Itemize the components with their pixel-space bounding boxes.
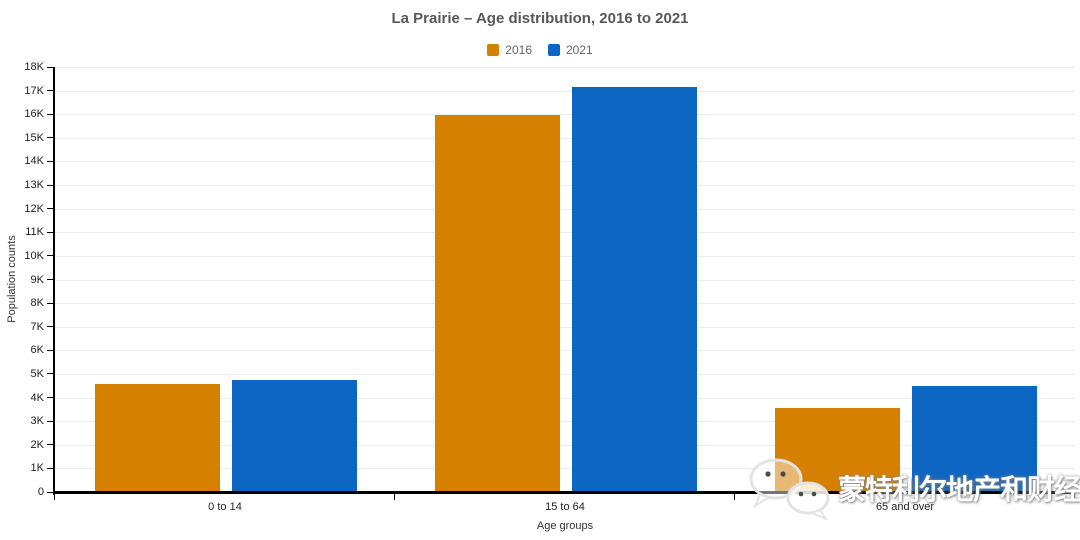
bar-2016-15-to-64[interactable] [435, 114, 560, 492]
y-tick-label-12K: 12K [24, 202, 44, 215]
y-axis-tick-10K [47, 255, 53, 257]
gridline-10000 [55, 255, 1075, 257]
x-axis-line [55, 491, 1075, 494]
bar-2021-65-and-over[interactable] [912, 385, 1037, 492]
gridline-4000 [55, 397, 1075, 399]
bar-2016-0-to-14[interactable] [95, 384, 220, 492]
y-tick-label-11K: 11K [25, 226, 44, 239]
y-axis-tick-12K [47, 208, 53, 210]
gridline-8000 [55, 303, 1075, 305]
legend: 2016 2021 [0, 43, 1080, 57]
y-tick-label-15K: 15K [24, 131, 44, 144]
gridline-16000 [55, 114, 1075, 116]
bar-2021-0-to-14[interactable] [232, 379, 357, 492]
x-category-label-0-to-14: 0 to 14 [208, 501, 242, 513]
legend-label-2016: 2016 [505, 43, 532, 57]
gridline-13000 [55, 185, 1075, 187]
gridline-18000 [55, 67, 1075, 68]
y-tick-label-8K: 8K [30, 297, 44, 310]
gridline-15000 [55, 137, 1075, 139]
gridline-1000 [55, 468, 1075, 470]
y-tick-label-18K: 18K [24, 61, 44, 73]
y-axis-tick-16K [47, 113, 53, 115]
y-axis-tick-6K [47, 349, 53, 351]
y-axis-tick-4K [47, 397, 53, 399]
y-axis-tick-7K [47, 326, 53, 328]
y-axis-tick-2K [47, 444, 53, 446]
x-axis-tick-0 [54, 494, 55, 500]
gridline-7000 [55, 326, 1075, 328]
y-tick-label-1K: 1K [30, 462, 44, 475]
bar-2016-65-and-over[interactable] [775, 407, 900, 492]
y-tick-label-3K: 3K [30, 415, 44, 428]
chart-title: La Prairie – Age distribution, 2016 to 2… [391, 10, 689, 27]
y-axis-tick-9K [47, 279, 53, 280]
gridline-2000 [55, 444, 1075, 446]
y-axis-tick-5K [47, 373, 53, 375]
gridline-11000 [55, 232, 1075, 234]
y-tick-label-7K: 7K [30, 320, 44, 333]
y-tick-label-4K: 4K [30, 391, 44, 404]
legend-swatch-2021 [548, 44, 560, 56]
y-axis-title: Population counts [6, 235, 18, 323]
y-axis-tick-17K [47, 90, 53, 92]
legend-label-2021: 2021 [566, 43, 593, 57]
y-axis-tick-11K [47, 231, 53, 233]
y-tick-label-6K: 6K [30, 344, 44, 357]
y-tick-label-13K: 13K [24, 179, 44, 192]
gridline-9000 [55, 279, 1075, 281]
legend-item-2016[interactable]: 2016 [487, 43, 532, 57]
y-axis-tick-8K [47, 302, 53, 304]
y-tick-label-2K: 2K [30, 438, 44, 451]
y-tick-label-0: 0 [37, 486, 44, 498]
x-axis-tick-3 [1074, 494, 1075, 500]
y-axis-line [53, 67, 55, 495]
y-axis-tick-0 [47, 491, 53, 493]
gridline-3000 [55, 421, 1075, 423]
gridline-6000 [55, 350, 1075, 352]
x-category-label-65-and-over: 65 and over [875, 501, 935, 513]
gridline-12000 [55, 208, 1075, 210]
x-category-label-15-to-64: 15 to 64 [545, 501, 585, 513]
plot-area [55, 67, 1075, 492]
x-axis-title: Age groups [536, 520, 594, 532]
y-tick-label-17K: 17K [24, 84, 44, 97]
y-tick-label-5K: 5K [30, 367, 44, 380]
legend-swatch-2016 [487, 44, 500, 56]
y-axis-tick-14K [47, 160, 53, 162]
y-axis-tick-13K [47, 184, 53, 186]
y-tick-label-16K: 16K [24, 108, 44, 121]
y-axis-tick-18K [47, 66, 53, 68]
gridline-17000 [55, 90, 1075, 92]
y-tick-label-9K: 9K [30, 273, 44, 286]
y-axis-tick-15K [47, 137, 53, 139]
y-tick-label-10K: 10K [24, 249, 44, 262]
y-axis-tick-3K [47, 420, 53, 422]
legend-item-2021[interactable]: 2021 [548, 43, 593, 57]
y-axis-tick-1K [47, 467, 53, 469]
gridline-14000 [55, 161, 1075, 163]
bar-2021-15-to-64[interactable] [572, 87, 697, 492]
x-axis-tick-2 [734, 494, 735, 500]
x-axis-tick-1 [394, 494, 395, 500]
y-tick-label-14K: 14K [24, 155, 44, 168]
gridline-5000 [55, 373, 1075, 375]
